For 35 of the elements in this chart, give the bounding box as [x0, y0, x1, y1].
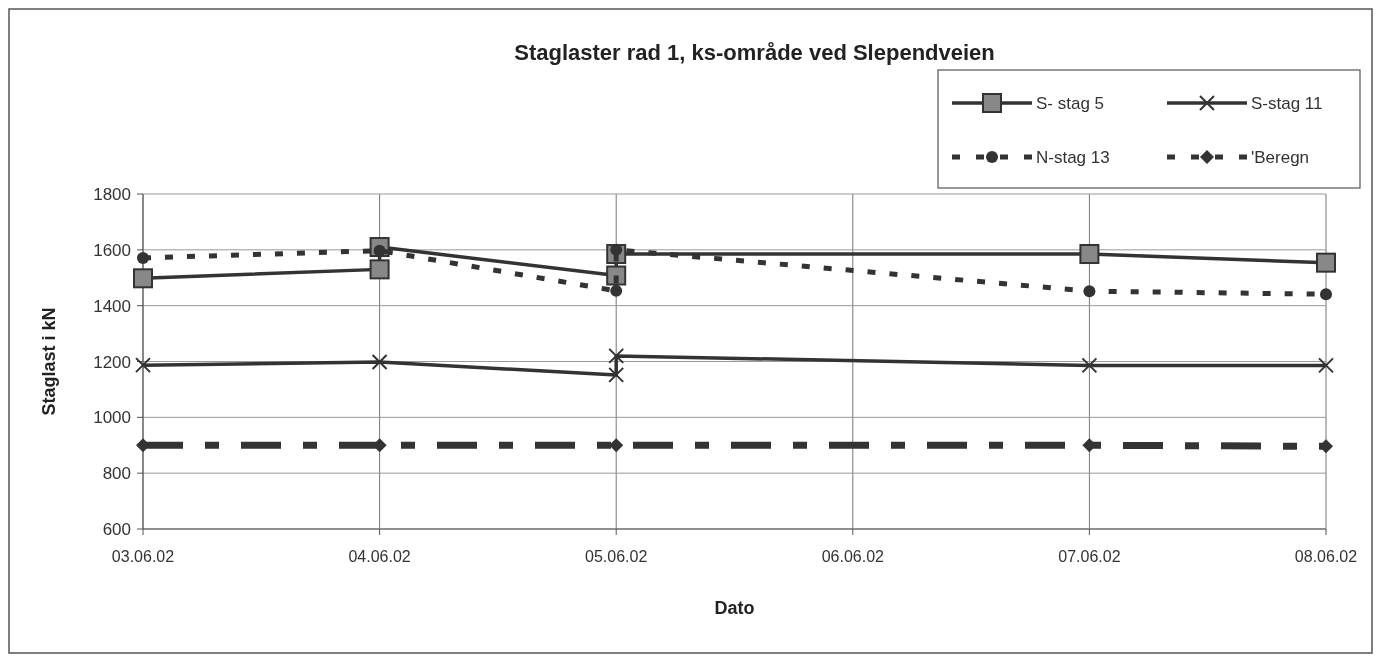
- point: [135, 357, 151, 374]
- point: [137, 251, 149, 264]
- x-tick-label: 05.06.02: [585, 548, 648, 565]
- y-tick-label: 1800: [93, 185, 131, 204]
- y-axis-title: Staglast i kN: [39, 307, 59, 416]
- x-tick-label: 04.06.02: [348, 548, 411, 565]
- y-tick-label: 800: [102, 464, 131, 484]
- y-tick-label: 1400: [93, 296, 131, 316]
- point: [1316, 252, 1336, 273]
- point: [609, 438, 624, 453]
- point: [1318, 357, 1334, 374]
- point: [608, 366, 625, 383]
- y-tick-label: 1000: [93, 408, 131, 428]
- y-tick-label: 1600: [93, 240, 131, 260]
- x-tick-label: 03.06.02: [111, 548, 175, 565]
- legend-label: N-stag 13: [1036, 148, 1110, 167]
- point: [369, 259, 390, 280]
- x-axis-title: Dato: [714, 598, 755, 618]
- legend-label: S-stag 11: [1251, 94, 1323, 113]
- point: [608, 347, 625, 364]
- y-tick-label: 1200: [93, 352, 131, 372]
- x-tick-label: 06.06.02: [821, 548, 885, 565]
- legend-label: S- stag 5: [1036, 94, 1105, 113]
- x-tick-label: 07.06.02: [1058, 548, 1121, 565]
- chart-title: Staglaster rad 1, ks-område ved Slependveien: [514, 40, 995, 65]
- point: [1081, 357, 1098, 374]
- x-tick-label: 08.06.02: [1294, 548, 1358, 565]
- point: [1079, 244, 1100, 265]
- point: [610, 284, 623, 297]
- point: [1083, 285, 1096, 298]
- legend-label: 'Beregn: [1251, 148, 1310, 167]
- point: [371, 354, 388, 371]
- point: [1320, 288, 1332, 301]
- point: [133, 268, 153, 289]
- y-tick-label: 600: [102, 520, 131, 539]
